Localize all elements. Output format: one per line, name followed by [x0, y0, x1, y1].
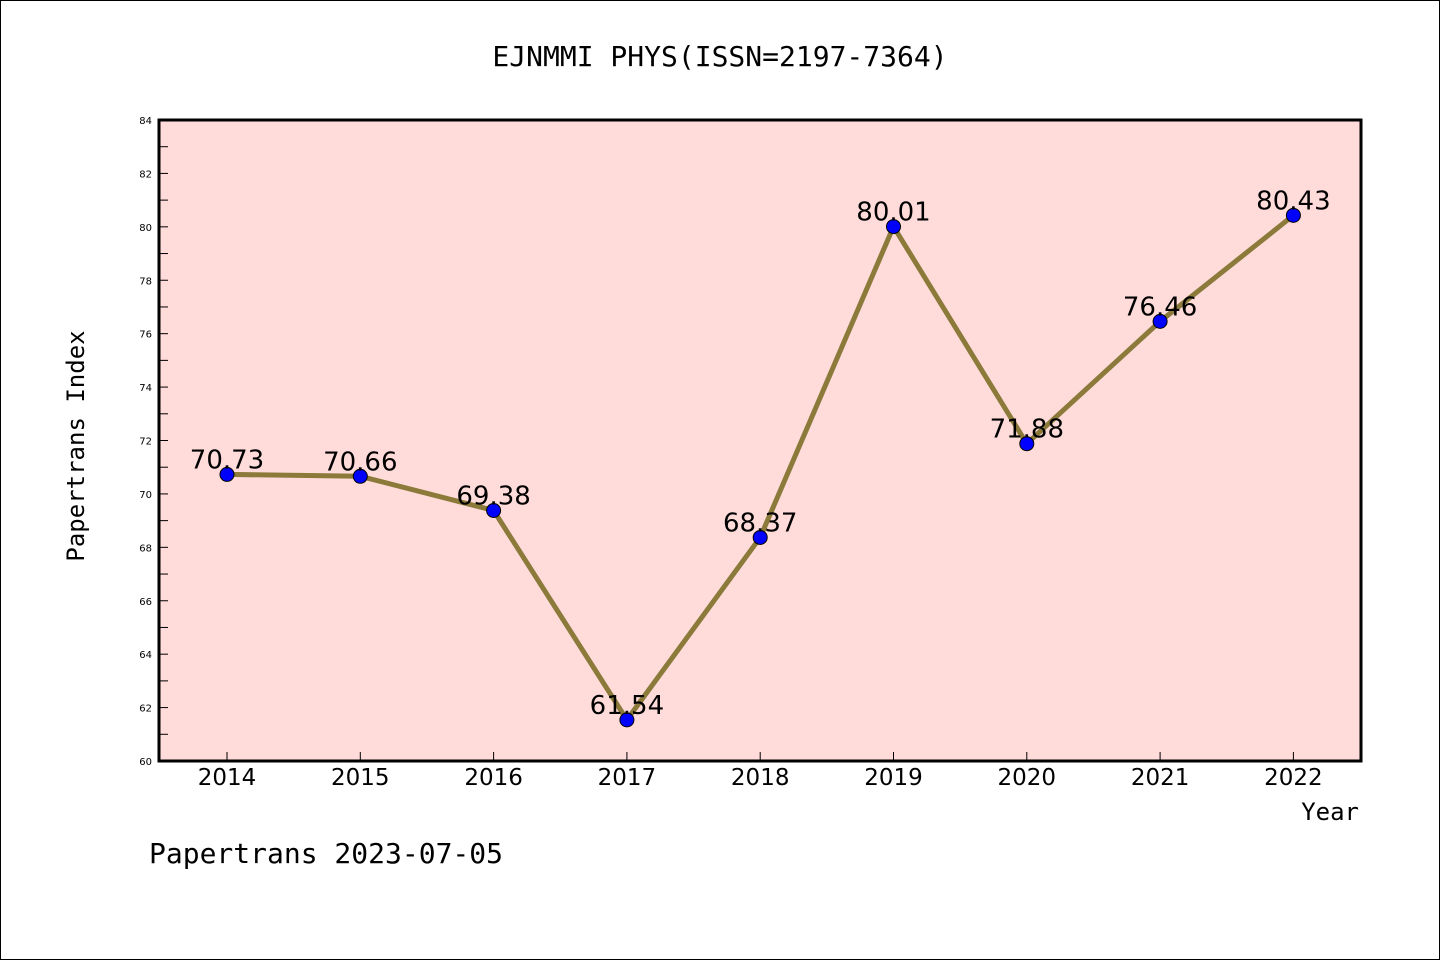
x-tick-label: 2021 [1131, 765, 1190, 791]
data-point-marker [1019, 436, 1035, 452]
data-label: 80.43 [1256, 186, 1330, 216]
data-label: 61.54 [590, 691, 664, 721]
y-tick-label: 76 [139, 330, 152, 341]
y-tick-label: 66 [139, 597, 152, 608]
y-tick-label: 78 [139, 276, 152, 287]
y-tick-label: 84 [139, 116, 152, 127]
data-point-marker [352, 468, 368, 484]
x-tick-label: 2015 [331, 765, 390, 791]
data-point-marker [619, 712, 635, 728]
series-markers [219, 207, 1301, 728]
data-point-marker [886, 219, 901, 235]
y-tick-label: 70 [139, 490, 152, 501]
y-tick-label: 60 [139, 757, 152, 768]
y-tick-label: 80 [139, 223, 152, 234]
data-labels: 70.73 70.66 69.38 61.54 68.37 80.01 71.88 76.46… [190, 186, 1331, 721]
x-tick-label: 2017 [598, 765, 657, 791]
x-axis-label: Year [1301, 798, 1359, 826]
data-label: 71.88 [990, 415, 1064, 445]
chart-title: EJNMMI PHYS(ISSN=2197-7364) [492, 40, 947, 73]
data-label: 69.38 [456, 481, 530, 511]
data-point-marker [1152, 313, 1168, 329]
y-axis-ticks: 60 62 64 66 68 70 72 74 76 78 80 82 84 [139, 116, 168, 768]
y-tick-label: 72 [139, 437, 152, 448]
y-tick-label: 62 [139, 704, 152, 715]
x-tick-label: 2022 [1264, 765, 1323, 791]
data-label: 70.66 [323, 447, 397, 477]
plot-area [157, 118, 1363, 763]
data-point-marker [219, 466, 235, 482]
x-axis-ticks: 2014 2015 2016 2017 2018 2019 2020 2021 2022 [198, 752, 1323, 791]
data-point-marker [1285, 207, 1301, 223]
x-tick-label: 2020 [998, 765, 1057, 791]
data-label: 68.37 [723, 508, 797, 538]
y-axis-label: Papertrans Index [62, 330, 90, 561]
data-label: 70.73 [190, 445, 264, 475]
x-tick-label: 2016 [464, 765, 523, 791]
data-label: 76.46 [1123, 292, 1197, 322]
y-tick-label: 68 [139, 543, 152, 554]
data-point-marker [486, 502, 502, 518]
y-tick-label: 74 [139, 383, 152, 394]
x-tick-label: 2014 [198, 765, 257, 791]
x-tick-label: 2018 [731, 765, 790, 791]
data-point-marker [752, 529, 768, 545]
y-tick-label: 64 [139, 650, 152, 661]
data-label: 80.01 [856, 198, 930, 228]
footer-text: Papertrans 2023-07-05 [149, 837, 503, 870]
y-tick-label: 82 [139, 169, 152, 180]
x-tick-label: 2019 [864, 765, 923, 791]
